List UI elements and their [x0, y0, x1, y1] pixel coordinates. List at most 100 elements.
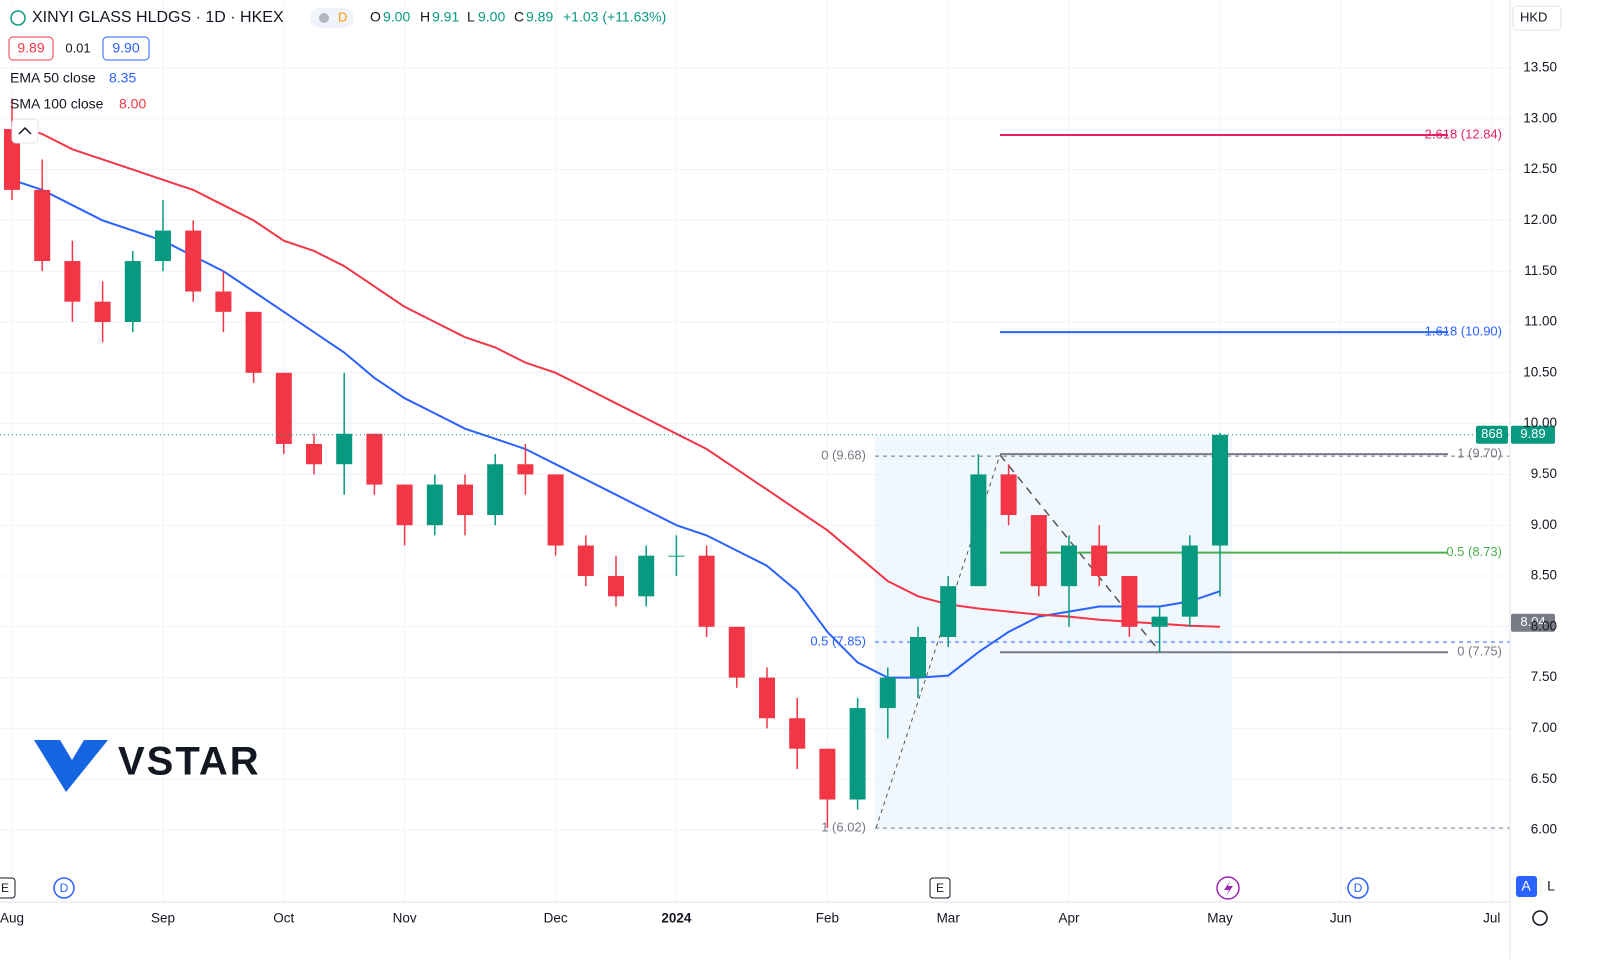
logo-text: VSTAR [118, 740, 261, 784]
indicator-line [11, 178, 1221, 679]
event-icon [1347, 877, 1369, 899]
candle-body [275, 372, 292, 444]
candle-body [306, 443, 322, 465]
y-tick-label: 9.00 [1531, 517, 1557, 532]
price-tag [1511, 425, 1555, 444]
fib-level-label: 0.5 (8.73) [1446, 544, 1502, 559]
fib-level-label: 1.618 (10.90) [1425, 324, 1502, 339]
candle-body [64, 261, 81, 302]
candle-body [155, 230, 171, 262]
candle-body [879, 677, 896, 709]
candle-body [1212, 434, 1228, 546]
candle-body [1091, 545, 1108, 576]
candle-body [1061, 545, 1077, 587]
candle-body [970, 474, 987, 587]
candle-body [1181, 545, 1198, 617]
c-value: 9.89 [526, 9, 553, 25]
candle-body [426, 484, 443, 526]
h-label: H [420, 9, 430, 25]
badge-dot [319, 13, 329, 23]
y-tick-label: 13.00 [1523, 110, 1557, 125]
collapse-button[interactable] [11, 118, 39, 144]
y-tick-label: 6.00 [1531, 822, 1557, 837]
candle-body [1030, 515, 1047, 587]
y-tick-label: 10.50 [1523, 364, 1557, 379]
y-tick-label: 10.00 [1523, 415, 1557, 430]
currency: HKD [1520, 9, 1547, 24]
x-tick-label: 2024 [661, 911, 692, 926]
fib-range-label: 1 (6.02) [821, 819, 866, 834]
h-value: 9.91 [432, 9, 459, 25]
l-label: L [467, 9, 475, 25]
candle-body [4, 128, 20, 190]
candle-body [819, 748, 836, 800]
candle-body [336, 433, 353, 465]
candle-body [728, 626, 745, 678]
x-tick-label: Dec [544, 911, 568, 926]
currency-box[interactable] [1512, 5, 1562, 31]
candle-body [94, 301, 111, 322]
fib-level-label: 2.618 (12.84) [1425, 126, 1502, 141]
l-value: 9.00 [478, 9, 505, 25]
event-label: D [1354, 881, 1363, 895]
candle-body [517, 464, 534, 475]
y-tick-label: 7.00 [1531, 720, 1557, 735]
candle-body [34, 189, 51, 262]
candle-body [1121, 576, 1138, 627]
y-tick-label: 9.50 [1531, 466, 1557, 481]
candle-body [849, 708, 866, 800]
event-icon [53, 877, 75, 899]
logo-mark [34, 740, 108, 792]
y-tick-label: 7.50 [1531, 669, 1557, 684]
countdown-bg [1476, 425, 1508, 444]
indicator-value: 8.00 [119, 96, 146, 112]
candle-body [185, 230, 202, 292]
x-tick-label: Oct [273, 911, 294, 926]
bid-box[interactable] [8, 36, 54, 61]
c-label: C [514, 9, 524, 25]
x-tick-label: Sep [151, 911, 175, 926]
symbol-icon [10, 10, 26, 26]
candle-body [124, 261, 141, 322]
price-tag [1511, 613, 1555, 632]
indicator-line [11, 122, 1221, 628]
badge: D [338, 9, 347, 24]
candle-body [215, 291, 232, 312]
price-tag-label: 9.89 [1520, 426, 1545, 441]
auto-label: A [1521, 878, 1531, 894]
fib-range-label: 0 (9.68) [821, 448, 866, 463]
bid: 9.89 [17, 40, 44, 56]
indicator-name: EMA 50 close [10, 70, 96, 86]
y-tick-label: 8.50 [1531, 568, 1557, 583]
candle-body [366, 433, 383, 485]
ask-box[interactable] [102, 36, 150, 61]
plot: 0 (9.68) 0.5 (7.85) 1 (6.02) 2.618 (12.84) 1… [0, 98, 1555, 834]
countdown: 868 [1481, 426, 1503, 441]
event-icon [0, 877, 16, 899]
candle-body [698, 555, 715, 627]
event-label: D [60, 881, 69, 895]
candle-body [759, 677, 775, 719]
fib-leg [875, 454, 1001, 829]
log-label[interactable]: L [1547, 878, 1555, 894]
x-tick-label: Mar [937, 911, 961, 926]
symbol[interactable]: XINYI GLASS HLDGS · 1D · HKEX [32, 9, 284, 26]
event-icon [929, 877, 951, 899]
indicator-value: 8.35 [109, 70, 136, 86]
y-tick-label: 13.50 [1523, 60, 1557, 75]
y-tick-label: 11.00 [1524, 314, 1557, 329]
price-tag-label: 8.04 [1520, 614, 1545, 629]
badge-bg [310, 8, 354, 28]
settings-icon[interactable] [1532, 910, 1548, 926]
o-value: 9.00 [383, 9, 410, 25]
auto-scale[interactable] [1516, 876, 1537, 897]
candle-body [638, 555, 655, 597]
y-tick-label: 12.00 [1523, 212, 1557, 227]
candle-body [487, 464, 504, 516]
candle-body [457, 484, 473, 516]
x-tick-label: Jul [1483, 911, 1500, 926]
fib-range-label: 0.5 (7.85) [810, 633, 866, 648]
x-tick-label: Jun [1330, 911, 1352, 926]
